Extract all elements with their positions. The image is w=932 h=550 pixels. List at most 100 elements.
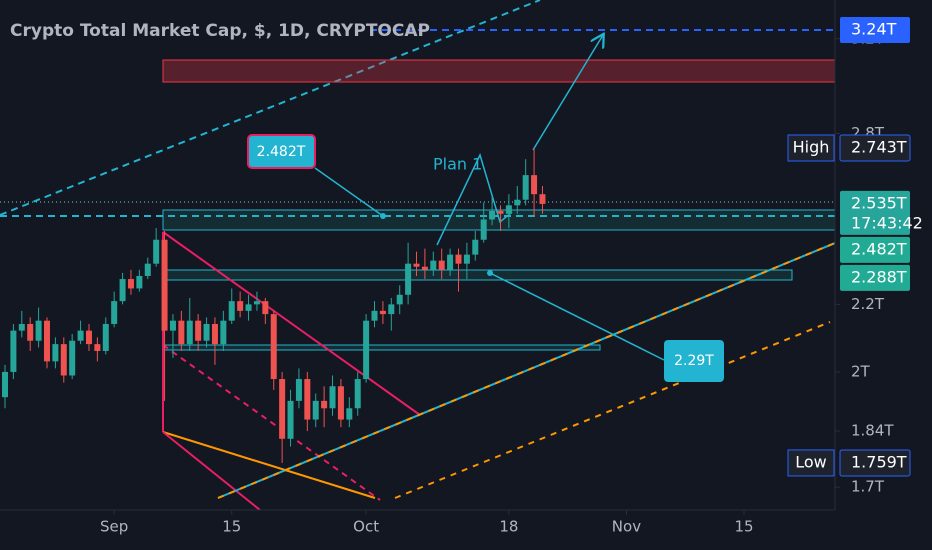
- candle-body: [35, 320, 42, 341]
- candle-body: [396, 294, 403, 305]
- price-badge-name: High: [793, 138, 830, 157]
- price-badge: [840, 190, 910, 235]
- candle-body: [363, 320, 370, 380]
- candle-body: [111, 301, 118, 324]
- candle-body: [85, 330, 92, 345]
- candle-body: [279, 379, 286, 439]
- candle-body: [136, 275, 143, 289]
- price-badge: [839, 449, 911, 477]
- candle-body: [447, 254, 454, 270]
- candle-body: [195, 320, 202, 341]
- candle-body: [69, 340, 76, 376]
- price-badge-label: 2.288T: [851, 267, 907, 286]
- candle-body: [505, 205, 512, 214]
- candle-body: [253, 301, 260, 305]
- candle-body: [127, 279, 134, 289]
- y-tick-label: 1.84T: [851, 422, 894, 440]
- price-badge-name-bg: [787, 449, 835, 477]
- candle-body: [480, 219, 487, 240]
- candle-body: [178, 320, 185, 345]
- price-badge: [840, 264, 910, 291]
- x-tick-label: Nov: [612, 518, 641, 536]
- candle-body: [52, 344, 59, 362]
- candle-body: [211, 323, 218, 345]
- x-tick-label: Oct: [353, 518, 379, 536]
- candle-body: [220, 320, 227, 345]
- drawings: [0, 0, 835, 510]
- candle-body: [262, 301, 269, 315]
- candle-body: [321, 400, 328, 409]
- candle-body: [2, 371, 8, 398]
- candle-body: [203, 323, 210, 341]
- x-tick-label: 15: [222, 518, 241, 536]
- price-badge-name: Low: [795, 452, 827, 471]
- candle-body: [421, 266, 428, 270]
- candle-body: [514, 199, 521, 206]
- candle-body: [102, 323, 109, 351]
- candle-body: [270, 314, 277, 380]
- candle-body: [522, 175, 529, 200]
- candle-body: [237, 301, 244, 311]
- callout-label: 2.482T: [257, 144, 306, 160]
- price-badge-label: 2.482T: [851, 239, 907, 258]
- countdown: 17:43:42: [851, 213, 923, 232]
- candle-body: [539, 194, 546, 204]
- chart-title: Crypto Total Market Cap, $, 1D, CRYPTOCA…: [10, 21, 430, 41]
- price-badge-label: 1.759T: [851, 452, 907, 471]
- candle-body: [245, 304, 252, 311]
- price-badge-name-bg: [787, 134, 835, 162]
- candle-body: [10, 330, 17, 372]
- candle-body: [472, 239, 479, 255]
- candle-body: [119, 279, 126, 302]
- candle-body: [463, 254, 470, 264]
- candle-body: [287, 400, 294, 439]
- candle-body: [161, 239, 168, 331]
- candle-body: [531, 175, 538, 195]
- candle-body: [379, 310, 386, 315]
- price-badge: [839, 134, 911, 162]
- price-badge-label: 2.743T: [851, 138, 907, 157]
- candle-body: [354, 379, 361, 409]
- candle-body: [455, 254, 462, 264]
- price-badge: [840, 236, 910, 263]
- candle-body: [169, 320, 176, 331]
- candle-body: [312, 400, 319, 420]
- candle-body: [489, 210, 496, 220]
- candle-body: [337, 386, 344, 420]
- candle-body: [186, 320, 193, 345]
- x-tick-label: 18: [499, 518, 518, 536]
- candle-body: [153, 239, 160, 264]
- candle-body: [346, 408, 353, 420]
- price-badge-label: 2.535T: [851, 193, 907, 212]
- candle-body: [304, 379, 311, 420]
- candles: [2, 148, 546, 463]
- candle-body: [295, 379, 302, 401]
- callouts: 2.482T 2.29T Plan 1: [247, 134, 724, 382]
- candle-body: [371, 310, 378, 321]
- candle-body: [405, 263, 412, 295]
- candle-body: [18, 323, 25, 331]
- x-tick-label: 15: [734, 518, 753, 536]
- plan-label: Plan 1: [433, 155, 482, 174]
- x-tick-label: Sep: [100, 518, 128, 536]
- candle-body: [388, 304, 395, 315]
- candle-body: [77, 330, 84, 341]
- candle-body: [329, 386, 336, 409]
- price-badge-label: 3.24T: [851, 19, 897, 38]
- candle-body: [430, 260, 437, 270]
- price-badge: [840, 16, 910, 43]
- candle-body: [43, 320, 50, 362]
- candle-body: [228, 301, 235, 321]
- callout-label: 2.29T: [674, 353, 714, 369]
- candle-body: [438, 260, 445, 270]
- candle-body: [60, 344, 67, 376]
- y-tick-label: 1.7T: [851, 478, 885, 496]
- y-tick-label: 2.2T: [851, 295, 885, 313]
- candle-body: [94, 344, 101, 351]
- candle-body: [413, 263, 420, 267]
- candle-body: [144, 263, 151, 276]
- candle-body: [497, 210, 504, 214]
